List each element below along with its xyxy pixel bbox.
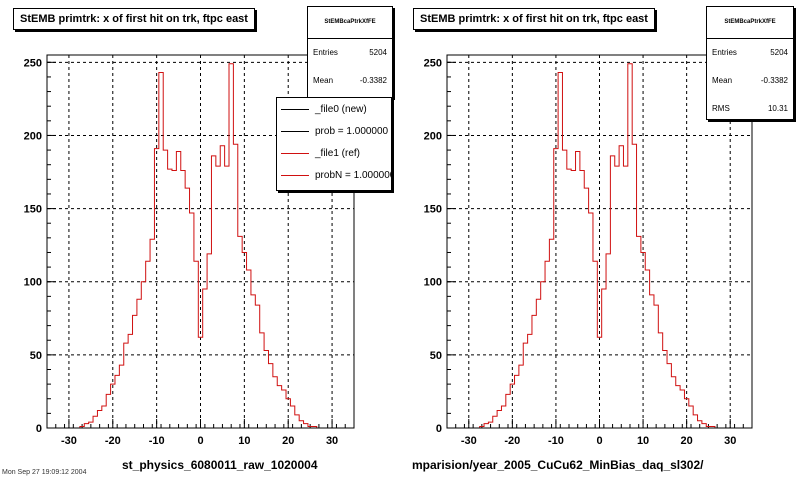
right-x-tick-label: -10 <box>548 435 564 447</box>
legend-entry-prob: prob = 1.000000 <box>277 120 391 142</box>
legend-swatch-file0 <box>281 108 309 110</box>
left-histogram-title: StEMB primtrk: x of first hit on trk, ft… <box>13 8 255 30</box>
right-x-tick-label: -20 <box>504 435 520 447</box>
right-x-tick-label: 30 <box>724 435 736 447</box>
right-y-tick-label: 0 <box>436 423 442 435</box>
right-stats-name: StEMBcaPtrkXfFE <box>707 7 793 39</box>
left-x-tick-label: 10 <box>238 435 250 447</box>
left-stats-mean-label: Mean <box>313 76 334 85</box>
left-x-tick-label: 20 <box>282 435 294 447</box>
right-x-tick-label: 0 <box>596 435 602 447</box>
left-y-tick-label: 150 <box>24 204 42 216</box>
left-stats-entries-label: Entries <box>313 48 338 57</box>
left-x-tick-label: 0 <box>197 435 203 447</box>
left-stats-box: StEMBcaPtrkXfFE Entries 5204 Mean -0.338… <box>307 6 393 98</box>
left-stats-mean-value: -0.3382 <box>359 76 387 85</box>
legend-entry-probN: probN = 1.000000 <box>277 164 391 186</box>
right-stats-rms-label: RMS <box>712 104 730 113</box>
legend-label-file0: _file0 (new) <box>315 103 367 115</box>
left-legend: _file0 (new) prob = 1.000000 _file1 (ref… <box>276 97 392 191</box>
right-stats-entries-label: Entries <box>712 48 737 57</box>
left-plot-frame <box>46 54 355 429</box>
left-x-tick-label: 30 <box>326 435 338 447</box>
right-y-tick-label: 100 <box>424 277 442 289</box>
right-stats-rms-row: RMS 10.31 <box>707 95 793 123</box>
left-x-tick-label: -10 <box>149 435 165 447</box>
right-y-tick-label: 150 <box>424 204 442 216</box>
left-y-tick-label: 100 <box>24 277 42 289</box>
legend-swatch-probN <box>281 174 309 176</box>
right-stats-rms-value: 10.31 <box>767 104 788 113</box>
right-stats-box: StEMBcaPtrkXfFE Entries 5204 Mean -0.338… <box>706 6 794 120</box>
left-stats-name: StEMBcaPtrkXfFE <box>308 7 392 39</box>
legend-swatch-prob <box>281 130 309 132</box>
legend-label-probN: probN = 1.000000 <box>315 169 392 181</box>
left-y-tick-label: 250 <box>24 57 42 69</box>
left-file-caption: st_physics_6080011_raw_1020004 <box>122 458 318 472</box>
right-x-tick-label: 10 <box>637 435 649 447</box>
legend-label-prob: prob = 1.000000 <box>315 125 389 137</box>
right-plot-frame <box>446 54 753 429</box>
left-x-tick-label: -30 <box>61 435 77 447</box>
right-stats-entries-value: 5204 <box>770 48 788 57</box>
right-file-caption: mparision/year_2005_CuCu62_MinBias_daq_s… <box>412 458 704 472</box>
left-stats-entries-row: Entries 5204 <box>308 39 392 67</box>
timestamp-corner: Mon Sep 27 19:09:12 2004 <box>2 469 87 476</box>
left-y-tick-label: 0 <box>36 423 42 435</box>
left-histogram-series <box>62 63 339 429</box>
right-histogram-series <box>462 63 737 429</box>
left-stats-mean-row: Mean -0.3382 <box>308 67 392 95</box>
left-x-tick-label: -20 <box>105 435 121 447</box>
right-stats-entries-row: Entries 5204 <box>707 39 793 67</box>
left-y-tick-label: 50 <box>30 350 42 362</box>
legend-label-file1: _file1 (ref) <box>315 147 361 159</box>
right-histogram-title: StEMB primtrk: x of first hit on trk, ft… <box>413 8 655 30</box>
right-y-tick-label: 250 <box>424 57 442 69</box>
right-y-tick-label: 50 <box>430 350 442 362</box>
left-stats-entries-value: 5204 <box>369 48 387 57</box>
legend-entry-file1: _file1 (ref) <box>277 142 391 164</box>
right-stats-mean-value: -0.3382 <box>760 76 788 85</box>
legend-entry-file0: _file0 (new) <box>277 98 391 120</box>
right-x-tick-label: 20 <box>681 435 693 447</box>
right-stats-mean-label: Mean <box>712 76 733 85</box>
right-y-tick-label: 200 <box>424 130 442 142</box>
right-stats-mean-row: Mean -0.3382 <box>707 67 793 95</box>
left-y-tick-label: 200 <box>24 130 42 142</box>
right-x-tick-label: -30 <box>461 435 477 447</box>
legend-swatch-file1 <box>281 152 309 154</box>
